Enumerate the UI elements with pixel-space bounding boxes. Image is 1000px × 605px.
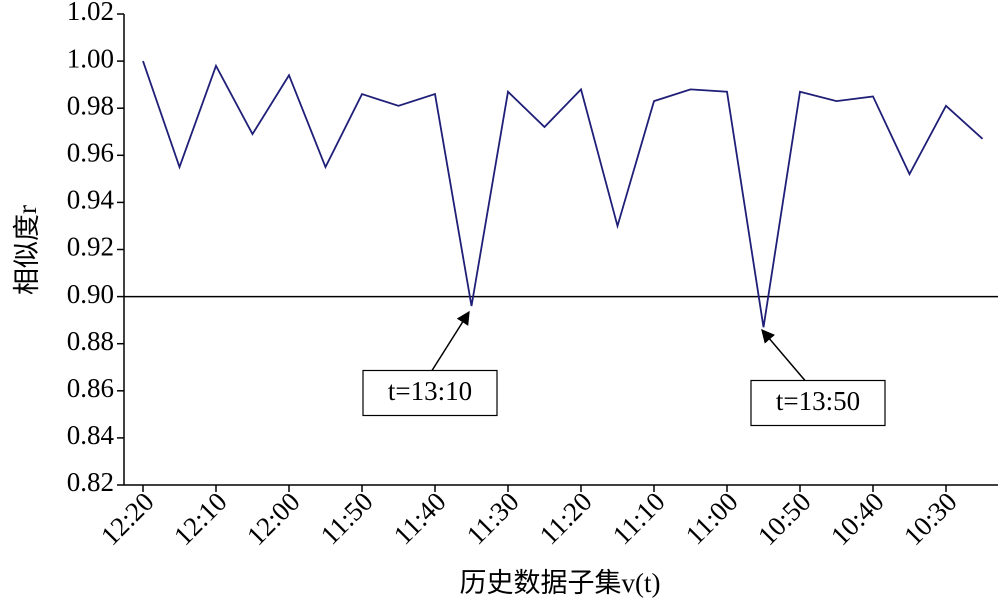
y-tick-label: 1.00 [67, 43, 114, 73]
annotation-arrow [761, 328, 806, 381]
annotation-text: t=13:10 [388, 376, 472, 406]
x-tick-label: 10:40 [825, 486, 890, 551]
x-axis-label: 历史数据子集v(t) [460, 568, 661, 598]
y-tick-label: 0.88 [67, 326, 114, 356]
y-tick-label: 0.96 [67, 138, 114, 168]
y-tick-label: 0.94 [67, 185, 115, 215]
y-tick-label: 0.86 [67, 373, 114, 403]
y-axis-label: 相似度r [12, 205, 42, 295]
x-tick-label: 11:50 [315, 486, 379, 550]
x-tick-label: 12:10 [168, 486, 233, 551]
y-tick-label: 0.92 [67, 232, 114, 262]
x-tick-label: 12:00 [241, 486, 306, 551]
y-tick-label: 1.02 [67, 0, 114, 26]
x-tick-label: 10:30 [898, 486, 963, 551]
x-tick-label: 11:30 [461, 486, 525, 550]
y-tick-label: 0.82 [67, 467, 114, 497]
x-tick-label: 11:10 [607, 486, 671, 550]
x-tick-label: 11:40 [388, 486, 452, 550]
x-tick-label: 10:50 [752, 486, 817, 551]
y-tick-label: 0.98 [67, 90, 114, 120]
x-tick-label: 11:20 [534, 486, 598, 550]
y-tick-label: 0.84 [67, 420, 115, 450]
annotation-box [362, 369, 498, 417]
y-tick-label: 0.90 [67, 279, 114, 309]
annotation-arrow [431, 310, 470, 371]
x-tick-label: 11:00 [680, 486, 744, 550]
annotation-box [750, 379, 886, 427]
annotation-text: t=13:50 [776, 386, 860, 416]
series-line [142, 60, 984, 328]
